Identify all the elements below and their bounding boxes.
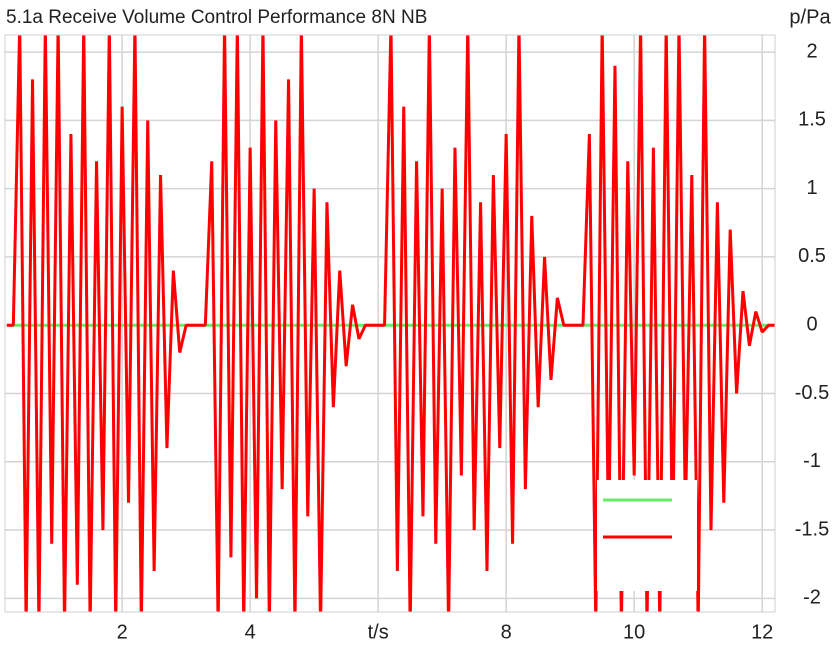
y-tick-label: 2 bbox=[806, 40, 817, 62]
x-tick-label: 10 bbox=[623, 621, 645, 643]
plot-area bbox=[6, 35, 775, 612]
y-tick-label: 0 bbox=[806, 313, 817, 335]
x-tick-label: 8 bbox=[501, 621, 512, 643]
y-tick-label: -2 bbox=[803, 587, 821, 609]
y-axis-label: p/Pa bbox=[789, 6, 831, 28]
y-tick-label: 0.5 bbox=[798, 245, 826, 267]
y-tick-label: -1 bbox=[803, 450, 821, 472]
x-tick-label: 4 bbox=[245, 621, 256, 643]
plot-frame bbox=[4, 34, 776, 613]
legend bbox=[597, 480, 697, 591]
y-tick-label: -0.5 bbox=[795, 382, 829, 404]
y-tick-label: 1.5 bbox=[798, 109, 826, 131]
y-tick-label: -1.5 bbox=[795, 518, 829, 540]
x-tick-label: 2 bbox=[117, 621, 128, 643]
x-tick-label: 12 bbox=[751, 621, 773, 643]
chart-title: 5.1a Receive Volume Control Performance … bbox=[6, 7, 427, 28]
y-tick-label: 1 bbox=[806, 177, 817, 199]
ticks: -2 -1.5 -1 -0.5 0 0.5 1 1.5 2 2 4 t/s 8 10 12 bbox=[117, 40, 830, 643]
x-tick-label: t/s bbox=[368, 621, 389, 643]
